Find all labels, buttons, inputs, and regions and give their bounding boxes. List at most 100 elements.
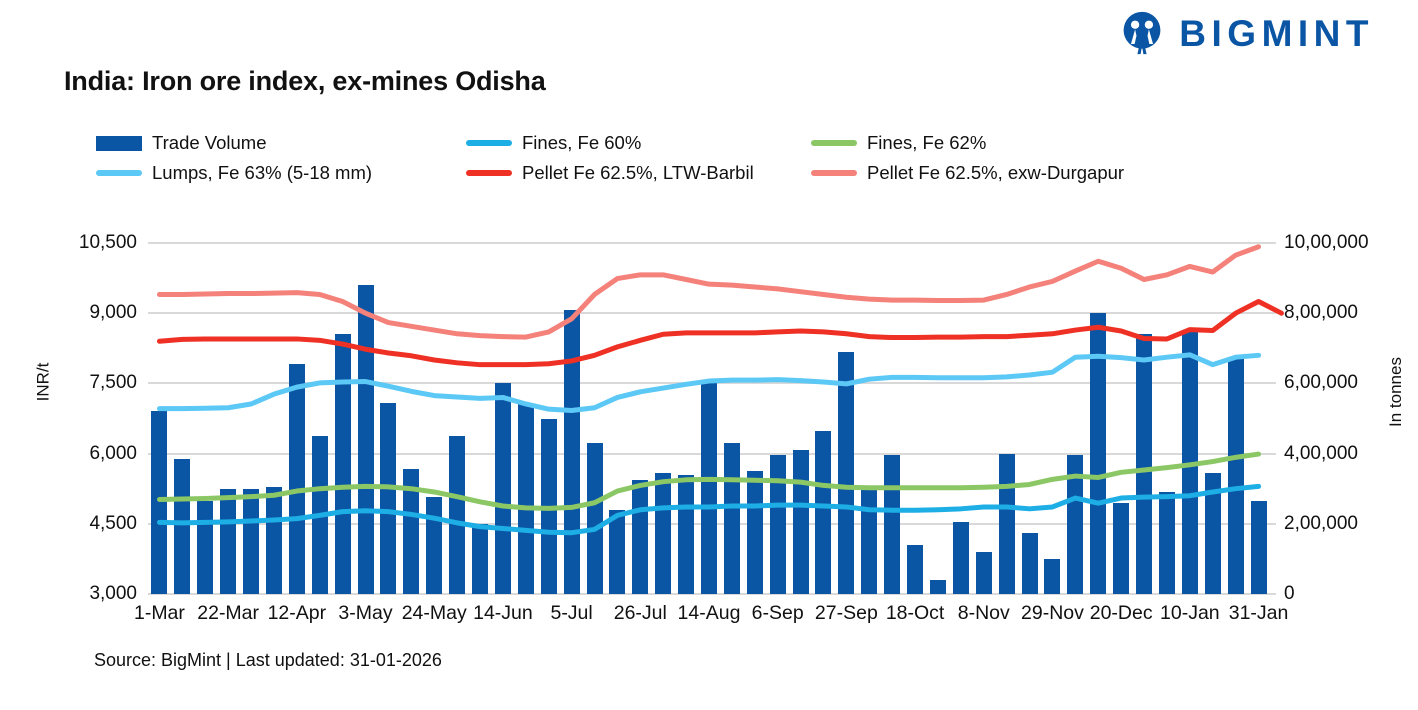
bar [838, 351, 855, 594]
x-axis-tick-label: 27-Sep [814, 602, 878, 624]
bar [952, 522, 969, 594]
y-axis-right-tick-mark [1270, 382, 1276, 385]
bar [1021, 532, 1038, 594]
x-axis-tick-label: 14-Aug [677, 602, 741, 624]
bar [472, 523, 489, 594]
gridline [148, 312, 1270, 315]
bar [907, 544, 924, 594]
legend-label: Pellet Fe 62.5%, LTW-Barbil [522, 162, 754, 183]
bar [1158, 492, 1175, 594]
legend-label: Pellet Fe 62.5%, exw-Durgapur [867, 162, 1125, 183]
bar [265, 486, 282, 594]
x-axis-tick-label: 24-May [401, 602, 467, 624]
y-axis-right-tick: 10,00,000 [1284, 232, 1369, 253]
bar [403, 469, 420, 594]
y-axis-right-tick: 8,00,000 [1284, 302, 1358, 324]
legend-label: Trade Volume [152, 132, 267, 153]
x-axis-tick-label: 1-Mar [133, 602, 185, 624]
bar [357, 285, 374, 594]
y-axis-right-tick-mark [1270, 242, 1276, 244]
line-series [156, 352, 1262, 414]
x-axis-tick-label: 5-Jul [550, 602, 593, 624]
y-axis-left-tick: 9,000 [89, 302, 137, 324]
bar [243, 489, 260, 594]
legend-swatch-icon [811, 170, 857, 176]
bar [449, 436, 466, 594]
legend-item-fines-fe62[interactable]: Fines, Fe 62% [811, 132, 1206, 154]
bar [975, 551, 992, 594]
bar [288, 364, 305, 594]
x-axis-tick-label: 14-Jun [473, 602, 533, 624]
bar [1090, 313, 1107, 594]
chart-legend: Trade Volume Fines, Fe 60% Fines, Fe 62%… [96, 128, 1206, 188]
legend-item-fines-fe60[interactable]: Fines, Fe 60% [466, 132, 811, 154]
x-axis-tick-label: 6-Sep [751, 602, 804, 624]
x-axis-tick-label: 3-May [338, 602, 393, 624]
bigmint-logo-icon [1123, 11, 1161, 55]
y-axis-left-tick: 7,500 [89, 372, 137, 394]
bar [1136, 334, 1153, 594]
x-axis-tick-label: 8-Nov [957, 602, 1010, 624]
gridline [148, 242, 1270, 244]
bar [769, 455, 786, 594]
line-series-layer [156, 244, 1284, 536]
y-axis-right-tick-mark [1270, 312, 1276, 315]
y-axis-right-tick: 6,00,000 [1284, 372, 1358, 394]
line-series [156, 483, 1262, 536]
bar [1067, 455, 1084, 594]
bar [746, 471, 763, 594]
bar [701, 383, 717, 594]
bar [861, 488, 878, 594]
bar [655, 472, 672, 594]
x-axis-labels: 1-Mar 22-Mar 12-Apr 3-May 24-May 14-Jun 5-Jul 2… [134, 602, 1288, 632]
bar [426, 497, 443, 594]
legend-swatch-icon [96, 170, 142, 176]
source-note: Source: BigMint | Last updated: 31-01-20… [94, 650, 442, 670]
bar [563, 309, 580, 594]
legend-label: Fines, Fe 60% [522, 132, 642, 153]
y-axis-right-tick-mark [1270, 593, 1276, 595]
x-axis-tick-label: 18-Oct [885, 602, 945, 624]
line-series [156, 299, 1284, 368]
brand-name: BIGMINT [1179, 12, 1374, 54]
y-axis-right-tick-mark [1270, 522, 1276, 525]
x-axis-tick-label: 12-Apr [267, 602, 327, 624]
bar [494, 383, 511, 594]
legend-swatch-icon [466, 140, 512, 146]
legend-swatch-icon [96, 135, 142, 151]
legend-item-pellet-exw-durgapur[interactable]: Pellet Fe 62.5%, exw-Durgapur [811, 162, 1206, 184]
x-axis-tick-label: 22-Mar [197, 602, 260, 624]
chart-plot-area: 3,000 4,500 6,000 7,500 9,000 10,500 0 2,00,000… [79, 232, 1369, 604]
bar [1113, 502, 1130, 594]
gridline [148, 593, 1270, 595]
legend-label: Fines, Fe 62% [867, 132, 987, 153]
y-axis-left-tick: 10,500 [78, 232, 137, 253]
bar [517, 404, 534, 594]
bar [220, 488, 237, 594]
bar [174, 458, 191, 594]
legend-item-trade-volume[interactable]: Trade Volume [96, 132, 466, 154]
y-axis-left-tick: 3,000 [89, 583, 137, 604]
bar [929, 579, 946, 594]
bar [609, 509, 626, 594]
bar [815, 430, 832, 594]
legend-item-pellet-ltw-barbil[interactable]: Pellet Fe 62.5%, LTW-Barbil [466, 162, 811, 184]
x-axis-tick-label: 10-Jan [1160, 602, 1220, 624]
bar [1227, 357, 1244, 594]
page-title: India: Iron ore index, ex-mines Odisha [64, 66, 546, 96]
bar [1250, 501, 1267, 594]
bar [1204, 472, 1221, 594]
legend-item-lumps-fe63[interactable]: Lumps, Fe 63% (5-18 mm) [96, 162, 466, 184]
bar [334, 334, 351, 594]
bar [792, 450, 809, 594]
y-axis-right-tick: 0 [1284, 583, 1295, 604]
brand-logo: BIGMINT [1119, 10, 1374, 56]
legend-swatch-icon [811, 140, 857, 146]
bar [151, 411, 168, 594]
y-axis-left-tick: 6,000 [89, 442, 137, 464]
y-axis-left-title: INR/t [33, 362, 53, 402]
bar [380, 402, 397, 594]
y-axis-right-tick: 4,00,000 [1284, 442, 1358, 464]
x-axis-tick-label: 26-Jul [613, 602, 667, 624]
x-axis-tick-label: 20-Dec [1089, 602, 1153, 624]
